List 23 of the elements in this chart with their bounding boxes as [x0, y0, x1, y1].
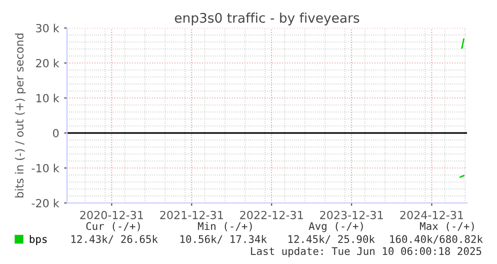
- x-tick-label: 2024-12-31: [400, 210, 463, 220]
- x-tick-label: 2020-12-31: [80, 210, 143, 220]
- text: Cur (-/+): [86, 222, 140, 232]
- text: 12.43k/ 26.65k: [71, 234, 158, 244]
- y-axis-title: bits in (-) / out (+) per second: [14, 34, 26, 198]
- x-tick-label: 2022-12-31: [240, 210, 303, 220]
- y-tick-label: -10 k: [32, 164, 60, 172]
- chart-title: enp3s0 traffic - by fiveyears: [174, 12, 360, 26]
- y-tick-label: 30 k: [36, 24, 60, 32]
- x-tick-label: 2021-12-31: [160, 210, 223, 220]
- y-tick-label: 0: [53, 128, 59, 138]
- text: Last update: Tue Jun 10 06:00:18 2025: [251, 246, 482, 258]
- text: Avg (-/+): [308, 222, 363, 232]
- y-tick-label: 10 k: [36, 94, 60, 102]
- x-tick-label: 2023-12-31: [320, 210, 383, 220]
- y-tick-label: 20 k: [36, 58, 60, 68]
- text: Max (-/+): [420, 222, 474, 232]
- text: 160.40k/680.82k: [390, 234, 483, 244]
- text: 10.56k/ 17.34k: [180, 234, 267, 244]
- text: Min (-/+): [198, 222, 252, 232]
- text: 12.45k/ 25.90k: [288, 234, 375, 244]
- legend-label: bps: [30, 234, 47, 246]
- y-tick-label: -20 k: [32, 198, 60, 208]
